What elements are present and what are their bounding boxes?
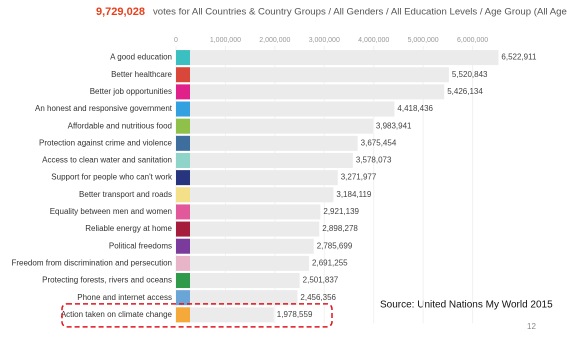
color-swatch bbox=[176, 118, 190, 134]
bar bbox=[176, 273, 300, 289]
x-tick-label: 1,000,000 bbox=[210, 37, 241, 44]
page-number: 12 bbox=[527, 322, 536, 331]
color-swatch bbox=[176, 84, 190, 100]
bar bbox=[176, 84, 445, 100]
value-label: 2,691,255 bbox=[312, 258, 348, 267]
color-swatch bbox=[176, 50, 190, 66]
category-label: Better healthcare bbox=[111, 70, 172, 79]
category-label: Reliable energy at home bbox=[85, 224, 172, 233]
category-label: Equality between men and women bbox=[50, 207, 172, 216]
value-label: 3,184,119 bbox=[336, 190, 372, 199]
x-tick-label: 2,000,000 bbox=[259, 37, 290, 44]
category-label: Access to clean water and sanitation bbox=[42, 156, 172, 165]
source: Source: United Nations My World 2015 bbox=[380, 300, 553, 311]
value-label: 2,785,699 bbox=[317, 241, 353, 250]
color-swatch bbox=[176, 238, 190, 254]
color-swatch bbox=[176, 255, 190, 271]
color-swatch bbox=[176, 187, 190, 203]
bar bbox=[176, 290, 298, 306]
value-label: 3,578,073 bbox=[356, 156, 392, 165]
x-tick-label: 0 bbox=[174, 37, 178, 44]
color-swatch bbox=[176, 221, 190, 237]
category-label: Better job opportunities bbox=[90, 87, 172, 96]
value-label: 2,501,837 bbox=[303, 276, 339, 285]
value-label: 1,978,559 bbox=[277, 310, 313, 319]
value-label: 6,522,911 bbox=[501, 53, 537, 62]
color-swatch bbox=[176, 290, 190, 306]
value-label: 3,675,454 bbox=[361, 138, 397, 147]
value-label: 3,983,941 bbox=[376, 121, 412, 130]
category-label: Better transport and roads bbox=[79, 190, 172, 199]
color-swatch bbox=[176, 101, 190, 117]
category-label: A good education bbox=[110, 53, 172, 62]
color-swatch bbox=[176, 204, 190, 220]
category-label: An honest and responsive government bbox=[35, 104, 173, 113]
bar bbox=[176, 135, 358, 151]
category-label: Protection against crime and violence bbox=[39, 138, 173, 147]
color-swatch bbox=[176, 170, 190, 186]
bar bbox=[176, 238, 314, 254]
x-tick-label: 3,000,000 bbox=[309, 37, 340, 44]
category-label: Action taken on climate change bbox=[61, 310, 173, 319]
color-swatch bbox=[176, 135, 190, 151]
title-count: 9,729,028 bbox=[96, 6, 145, 18]
x-tick-label: 4,000,000 bbox=[358, 37, 389, 44]
bar bbox=[176, 187, 334, 203]
bar bbox=[176, 204, 321, 220]
category-label: Political freedoms bbox=[109, 241, 172, 250]
value-label: 5,426,134 bbox=[447, 87, 483, 96]
bar bbox=[176, 152, 353, 168]
x-tick-label: 5,000,000 bbox=[408, 37, 439, 44]
category-label: Freedom from discrimination and persecut… bbox=[11, 258, 172, 267]
bar bbox=[176, 307, 274, 323]
value-label: 5,520,843 bbox=[452, 70, 488, 79]
bar bbox=[176, 255, 310, 271]
bar bbox=[176, 101, 395, 117]
category-label: Affordable and nutritious food bbox=[68, 121, 172, 130]
value-label: 4,418,436 bbox=[397, 104, 433, 113]
chart-title: votes for All Countries & Country Groups… bbox=[153, 7, 567, 18]
bar bbox=[176, 67, 449, 83]
color-swatch bbox=[176, 307, 190, 323]
x-tick-label: 6,000,000 bbox=[457, 37, 488, 44]
bar bbox=[176, 170, 338, 186]
bar bbox=[176, 118, 373, 134]
bar bbox=[176, 50, 499, 66]
color-swatch bbox=[176, 273, 190, 289]
value-label: 2,921,139 bbox=[323, 207, 359, 216]
color-swatch bbox=[176, 152, 190, 168]
category-label: Protecting forests, rivers and oceans bbox=[42, 276, 172, 285]
value-label: 2,898,278 bbox=[322, 224, 358, 233]
category-label: Phone and internet access bbox=[77, 293, 172, 302]
bar bbox=[176, 221, 320, 237]
value-label: 3,271,977 bbox=[341, 173, 377, 182]
value-label: 2,456,356 bbox=[300, 293, 336, 302]
highlight-box bbox=[61, 303, 333, 328]
color-swatch bbox=[176, 67, 190, 83]
category-label: Support for people who can't work bbox=[51, 173, 173, 182]
